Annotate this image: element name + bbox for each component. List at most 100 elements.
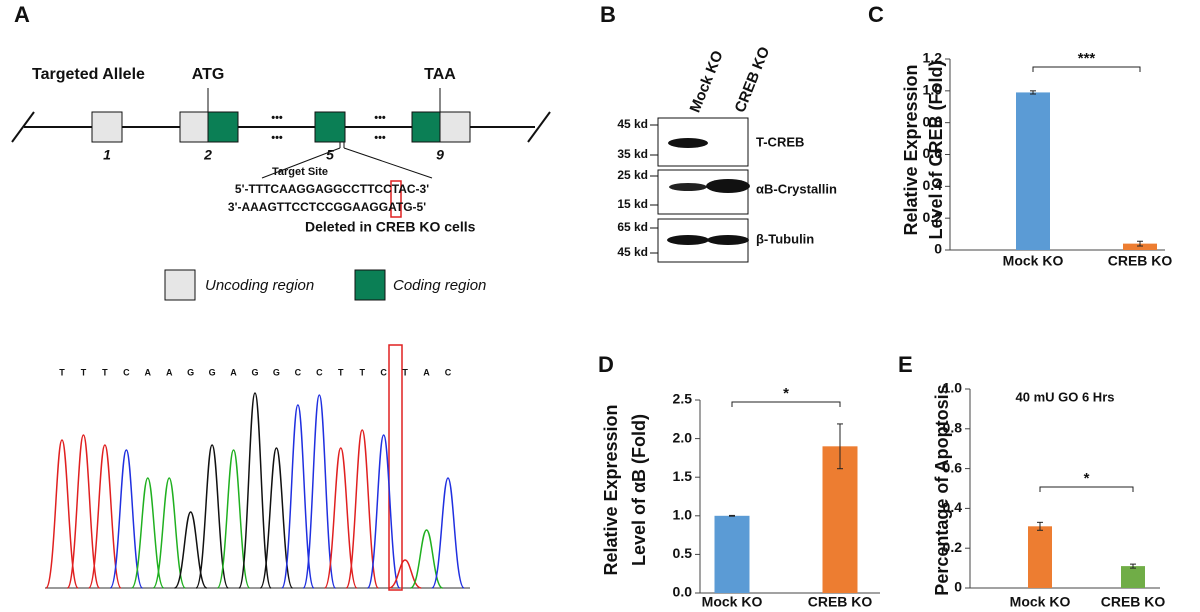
panel-label: D [598,352,614,377]
ellipsis: ••• [271,132,283,144]
base-call: T [338,367,344,377]
deletion-box [390,180,402,218]
base-call: C [445,367,452,377]
marker-label: 25 kd [617,168,648,182]
marker-label: 15 kd [617,197,648,211]
panel-label: B [600,2,616,27]
y-axis-label: Relative Expression [901,64,921,235]
bar [1121,566,1145,588]
break-mark [527,111,551,143]
allele-diagram [11,88,551,301]
band [667,235,709,245]
y-tick-label: 0 [954,579,962,595]
significance-bracket [1032,66,1141,72]
exon-number: 2 [203,147,212,163]
pointer-line [261,147,341,179]
y-tick-label: 0.2 [923,209,943,225]
panel-label: C [868,2,884,27]
y-tick-label: 2.5 [673,391,693,407]
trace-peak [302,394,337,589]
base-call: A [230,367,237,377]
marker-label: 45 kd [617,245,648,259]
bar [1016,92,1050,250]
bar [1123,243,1157,250]
y-tick-label: 1.5 [673,468,693,484]
base-call: G [209,367,216,377]
panel-label: A [14,2,30,27]
band [706,179,750,193]
trace-peak [66,434,101,589]
significance-label: * [783,385,789,402]
base-call: C [380,367,387,377]
sequence: 3'-AAAGTTCCTCCGGAAGGATG-5' [228,200,426,214]
exon-box [314,111,346,143]
base-call: T [102,367,108,377]
base-call: C [295,367,302,377]
significance-bracket [731,401,841,407]
y-axis-label: Level of CREB (Fold) [926,60,946,239]
legend-swatch [354,269,386,301]
marker-label: 45 kd [617,117,648,131]
exon-box [207,111,239,143]
y-tick-label: 1.0 [923,82,943,98]
chart-title: 40 mU GO 6 Hrs [1016,389,1115,404]
base-call: A [423,367,430,377]
protein-label: β-Tubulin [756,231,814,246]
pointer-line [343,147,433,179]
exon-box [411,111,441,143]
x-tick-label: Mock KO [1003,253,1064,269]
trace-peak [366,434,401,589]
ellipsis: ••• [271,112,283,124]
trace-peak [410,529,444,589]
protein-label: αB-Crystallin [756,181,837,196]
panel-label: E [898,352,913,377]
exon-number: 9 [436,147,444,163]
base-call: A [166,367,173,377]
base-call: C [316,367,323,377]
significance-bracket [1039,486,1134,492]
band [707,235,749,245]
y-axis-label: Relative Expression [601,404,621,575]
x-tick-label: CREB KO [1101,594,1166,610]
legend-swatch [164,269,196,301]
trace-peak [45,439,79,589]
chromatogram [45,344,470,591]
trace-peak [238,392,272,589]
trace-peak [109,449,144,589]
lane-label: Mock KO [687,48,727,115]
break-mark [11,111,35,143]
trace-peak [345,429,380,589]
exon-box [179,111,209,143]
bar [822,446,858,593]
legend-label: Uncoding region [205,277,314,294]
protein-label: T-CREB [756,134,804,149]
blot [657,117,750,263]
base-call: T [402,367,408,377]
codon-label: TAA [424,66,456,83]
lane-label: CREB KO [732,44,774,115]
base-call: C [123,367,130,377]
band [669,183,707,191]
allele-title: Targeted Allele [32,66,145,83]
x-tick-label: CREB KO [1108,253,1173,269]
base-call: T [359,367,365,377]
x-tick-label: CREB KO [808,594,873,610]
y-axis-label: Percentage of Apoptosis [932,384,952,595]
trace-peak [431,477,465,589]
ellipsis: ••• [374,112,386,124]
exon-number: 5 [326,147,334,163]
y-tick-label: 0.0 [673,584,693,600]
y-tick-label: 0.2 [943,539,963,555]
y-tick-label: 1.2 [923,50,943,66]
deletion-box [388,344,403,591]
legend-label: Coding region [393,277,486,294]
codon-label: ATG [192,66,225,83]
x-tick-label: Mock KO [1010,594,1071,610]
bar [714,515,750,593]
y-tick-label: 2.0 [673,429,693,445]
y-tick-label: 0.8 [923,113,943,129]
trace-peak [259,447,294,589]
y-tick-label: 0.6 [923,145,943,161]
y-tick-label: 0.5 [673,545,693,561]
base-call: G [187,367,194,377]
